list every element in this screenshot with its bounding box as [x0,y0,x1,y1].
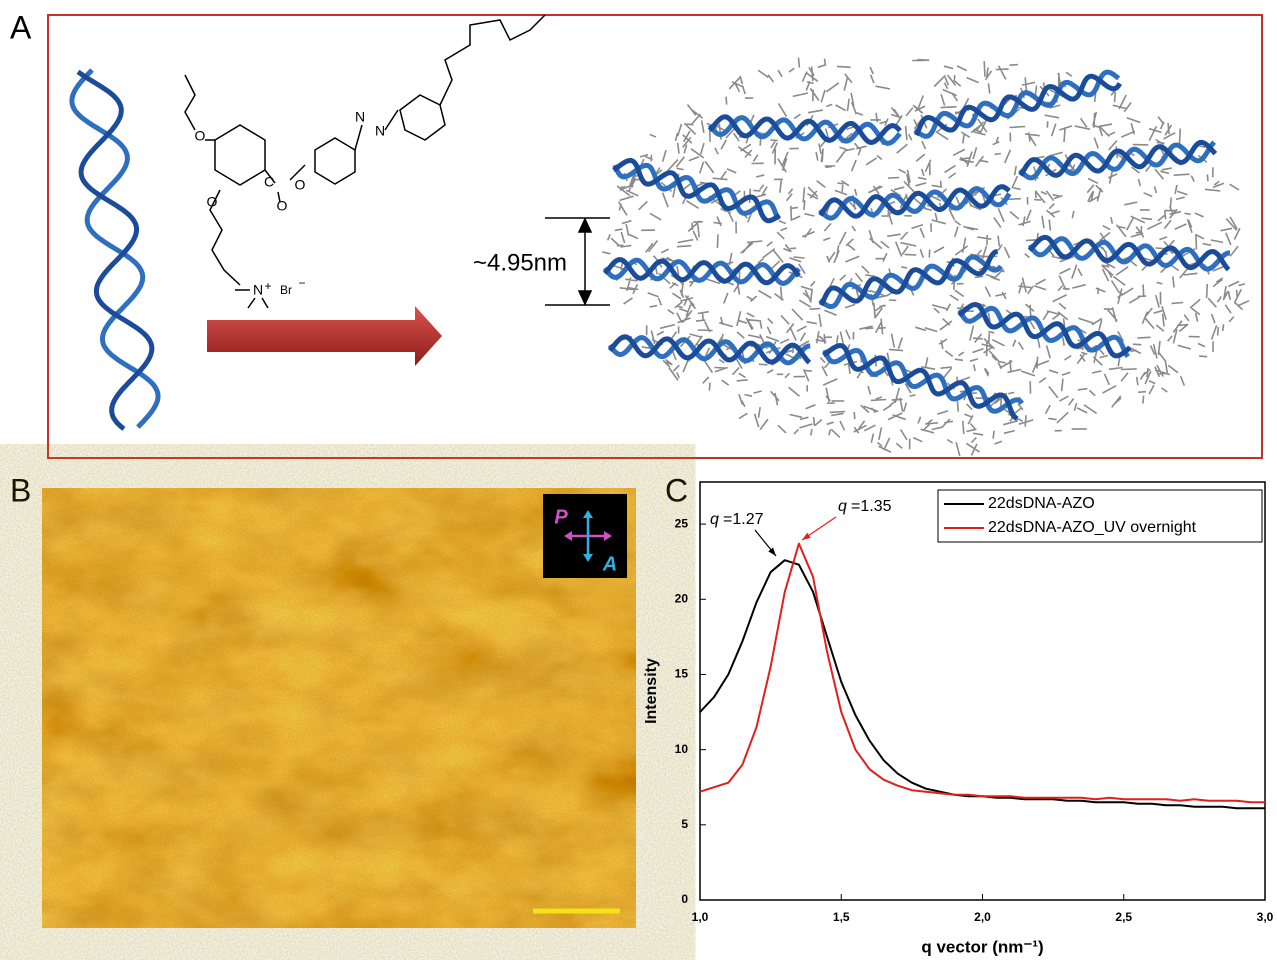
helix-strand [822,347,1024,414]
atom-label: N [355,109,365,125]
helix-strand [707,115,902,146]
helix-strand [818,249,999,307]
helix-strand [707,114,902,146]
helix-strand [76,69,155,431]
annotation-arrowhead [768,547,776,556]
y-tick-label: 5 [681,817,688,831]
helix-strand [818,186,1012,221]
dna-helix [69,68,161,431]
helix-strand [69,68,161,429]
helix-strand [913,69,1121,139]
x-tick-label: 3,0 [1257,910,1274,924]
y-tick-label: 25 [675,516,689,530]
panel-a-frame [47,14,1263,459]
spacing-marker [545,217,610,306]
helix-strand [818,184,1011,219]
helix-strand [1018,139,1218,178]
spacing-label: ~4.95nm [473,249,567,276]
atom-label: O [295,177,306,193]
polarizer-label: P [554,506,568,528]
x-axis-label: q vector (nm⁻¹) [921,937,1043,956]
panel-label: B [10,472,31,508]
molecule [184,14,546,309]
helix-strand [602,257,801,286]
atom-label: N [375,123,385,139]
atom-label: − [298,276,305,290]
atom-label: N [253,282,263,298]
lattice [602,57,1250,457]
annotation-text: =1.35 [851,498,892,515]
lattice-lines [602,57,1250,457]
series-line [699,542,1265,804]
legend-label: 22dsDNA-AZO_UV overnight [988,519,1197,536]
annotation-symbol: q [838,498,847,515]
helix-strand [914,73,1122,137]
legend-label: 22dsDNA-AZO [988,495,1095,512]
helix-strand [818,254,1003,310]
x-tick-label: 1,5 [833,910,850,924]
plot-frame [699,481,1266,901]
annotation-symbol: q [710,511,719,528]
x-tick-label: 1,0 [692,910,709,924]
y-tick-label: 0 [681,892,688,906]
atom-label: O [195,128,206,144]
helix-strand [1018,140,1217,181]
y-axis-label: Intensity [643,658,660,724]
atom-label: O [277,198,288,214]
annotation-arrowhead [802,532,811,540]
helix-strand [822,343,1019,421]
helix-strand [1027,236,1230,272]
helix-strand [612,157,782,224]
panel-label: C [665,472,688,508]
y-tick-label: 20 [675,591,689,605]
atom-label: + [264,279,271,293]
annotation-text: =1.27 [723,511,764,528]
micrograph-grain [42,488,636,928]
helix-strand [1027,234,1231,272]
panel-label: A [10,9,32,45]
y-tick-label: 15 [675,667,689,681]
y-tick-label: 10 [675,742,689,756]
helix-strand [957,301,1132,359]
atom-label: O [207,194,218,210]
chart: 0 5 10 15 20 25 1,0 1,5 2,0 2,5 3,0 q vector (nm⁻¹)… [643,481,1274,956]
helix-strand [607,335,811,366]
atom-label: Br [280,283,292,297]
helix-strand [607,334,812,365]
x-tick-label: 2,5 [1115,910,1132,924]
helix-strand [602,257,801,286]
arrow [207,306,442,366]
x-tick-label: 2,0 [974,910,991,924]
analyzer-label: A [602,553,617,575]
polarizer-arrows [564,510,612,562]
atom-label: C [264,174,274,190]
legend-box [937,489,1263,543]
